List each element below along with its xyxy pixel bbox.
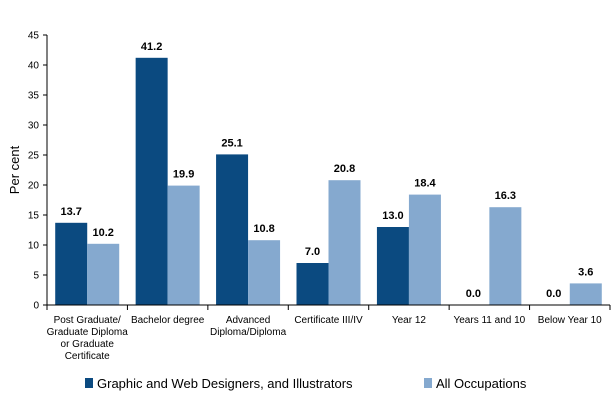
data-label: 13.7 [61, 206, 82, 218]
data-label: 10.8 [253, 223, 274, 235]
data-label: 10.2 [93, 227, 114, 239]
y-tick-label: 0 [33, 301, 39, 312]
y-tick-label: 5 [33, 271, 39, 282]
data-label: 3.6 [578, 266, 593, 278]
bar-series-2 [489, 207, 522, 305]
x-tick-label: Below Year 10 [538, 315, 602, 326]
y-axis-ticks: 0 5 10 15 20 25 30 35 40 45 [28, 31, 47, 312]
bar-series-2 [87, 243, 120, 305]
bar-series-2 [569, 283, 602, 305]
legend: Graphic and Web Designers, and Illustrat… [85, 376, 527, 391]
data-label: 25.1 [221, 137, 242, 149]
legend-swatch [424, 378, 432, 388]
bar-series-2 [248, 240, 281, 305]
y-tick-label: 40 [28, 61, 40, 72]
bar-series-2 [328, 180, 361, 305]
data-label: 41.2 [141, 41, 162, 53]
y-tick-label: 45 [28, 31, 40, 42]
x-axis-ticks [46, 305, 611, 310]
bar-series-2 [408, 194, 441, 305]
data-label: 19.9 [173, 169, 194, 181]
bars [55, 57, 602, 305]
x-tick-label: Post Graduate/Graduate Diploma or Graduat… [47, 315, 129, 362]
data-label: 7.0 [305, 246, 320, 258]
y-axis-title: Per cent [7, 145, 22, 194]
bar-series-1 [135, 57, 168, 305]
x-tick-label: Advanced Diploma/Diploma [210, 315, 287, 338]
data-label: 13.0 [382, 210, 403, 222]
y-tick-label: 10 [28, 241, 40, 252]
legend-swatch [85, 378, 93, 388]
category-labels: Post Graduate/Graduate Diploma or Graduat… [47, 315, 603, 362]
data-label: 18.4 [414, 178, 436, 190]
legend-label: All Occupations [436, 376, 527, 391]
y-tick-label: 20 [28, 181, 40, 192]
x-tick-label: Year 12 [392, 315, 427, 326]
data-label: 16.3 [495, 190, 516, 202]
data-label: 20.8 [334, 163, 355, 175]
y-tick-label: 30 [28, 121, 40, 132]
bar-series-1 [216, 154, 249, 305]
x-tick-label: Years 11 and 10 [453, 315, 525, 326]
y-tick-label: 15 [28, 211, 40, 222]
bar-series-1 [55, 222, 88, 305]
y-tick-label: 25 [28, 151, 40, 162]
legend-label: Graphic and Web Designers, and Illustrat… [97, 376, 353, 391]
x-tick-label: Certificate III/IV [294, 315, 363, 326]
bar-series-1 [376, 227, 409, 305]
y-tick-label: 35 [28, 91, 40, 102]
x-tick-label: Bachelor degree [131, 315, 205, 326]
bar-series-1 [296, 263, 329, 305]
data-label: 0.0 [546, 288, 561, 300]
value-labels: 13.7 10.2 41.2 19.9 25.1 10.8 7.0 20.8 13.0 18.4 0… [61, 41, 594, 300]
bar-series-2 [167, 185, 200, 305]
data-label: 0.0 [466, 288, 481, 300]
